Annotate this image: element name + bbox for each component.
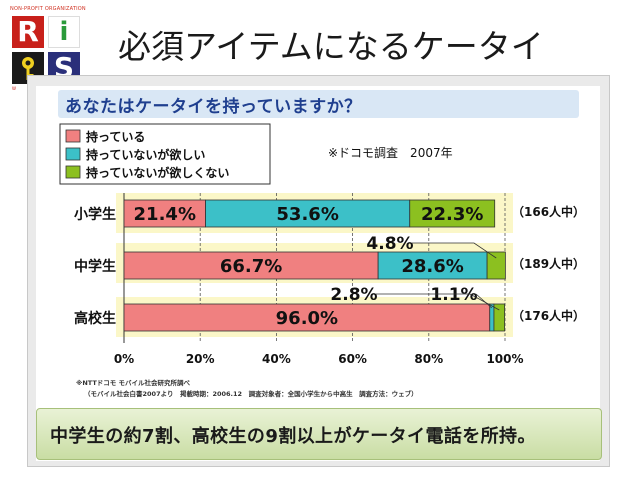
slide-title: 必須アイテムになるケータイ: [118, 27, 544, 66]
data-label: 1.1%: [430, 285, 477, 305]
x-tick-label: 100%: [486, 352, 523, 366]
logo-org-text: NON-PROFIT ORGANIZATION: [10, 6, 86, 12]
sample-count-label: （189人中）: [512, 256, 585, 271]
data-label: 28.6%: [401, 256, 463, 277]
bar-segment: [409, 199, 496, 228]
legend-swatch: [65, 147, 81, 161]
data-label: 4.8%: [366, 234, 413, 254]
bar-segment: [486, 251, 506, 280]
x-tick-label: 40%: [262, 352, 291, 366]
source-note-line-2: （モバイル社会白書2007より 掲載時期：2006.12 調査対象者：全国小学生…: [84, 390, 418, 398]
legend-swatch: [65, 165, 81, 179]
bar-segment: [377, 251, 488, 280]
category-label: 高校生: [74, 310, 116, 327]
legend-swatch: [65, 129, 81, 143]
bar-segment: [205, 199, 411, 228]
legend-label: 持っている: [86, 129, 145, 144]
category-label: 中学生: [74, 258, 116, 275]
x-tick-label: 60%: [338, 352, 367, 366]
data-label: 96.0%: [276, 308, 338, 329]
legend-label: 持っていないが欲しい: [86, 147, 205, 162]
logo-tile-r: R: [12, 16, 44, 48]
data-label: 66.7%: [220, 256, 282, 277]
leader-line: [376, 293, 500, 311]
x-tick-label: 0%: [114, 352, 134, 366]
data-label: 53.6%: [276, 204, 338, 225]
bar-segment: [123, 199, 206, 228]
bar-segment: [493, 303, 506, 332]
leader-line: [475, 293, 493, 309]
bar-segment: [489, 303, 495, 332]
summary-box: [36, 408, 602, 460]
data-label: 22.3%: [421, 204, 483, 225]
leader-line: [412, 242, 497, 259]
data-label: 21.4%: [134, 204, 196, 225]
x-tick-label: 80%: [414, 352, 443, 366]
bar-segment: [123, 251, 379, 280]
question-banner: [58, 90, 579, 118]
summary-text: 中学生の約7割、高校生の9割以上がケータイ電話を所持。: [50, 426, 536, 447]
sample-count-label: （166人中）: [512, 204, 585, 219]
legend-label: 持っていないが欲しくない: [86, 165, 229, 180]
logo-bullet-letter: W: [12, 86, 16, 91]
bar-segment: [123, 303, 491, 332]
category-label: 小学生: [74, 206, 116, 223]
question-text: あなたはケータイを持っていますか？: [65, 97, 362, 117]
survey-note: ※ドコモ調査 2007年: [328, 146, 453, 160]
sample-count-label: （176人中）: [512, 308, 585, 323]
legend-box: [59, 123, 271, 185]
source-note-line-1: ※NTTドコモ モバイル社会研究所調べ: [76, 379, 191, 387]
x-tick-label: 20%: [186, 352, 215, 366]
logo-letter-i: i: [59, 17, 69, 47]
data-label: 2.8%: [330, 285, 377, 305]
logo-tile-i: i: [48, 16, 80, 48]
logo-letter-r: R: [17, 15, 39, 48]
